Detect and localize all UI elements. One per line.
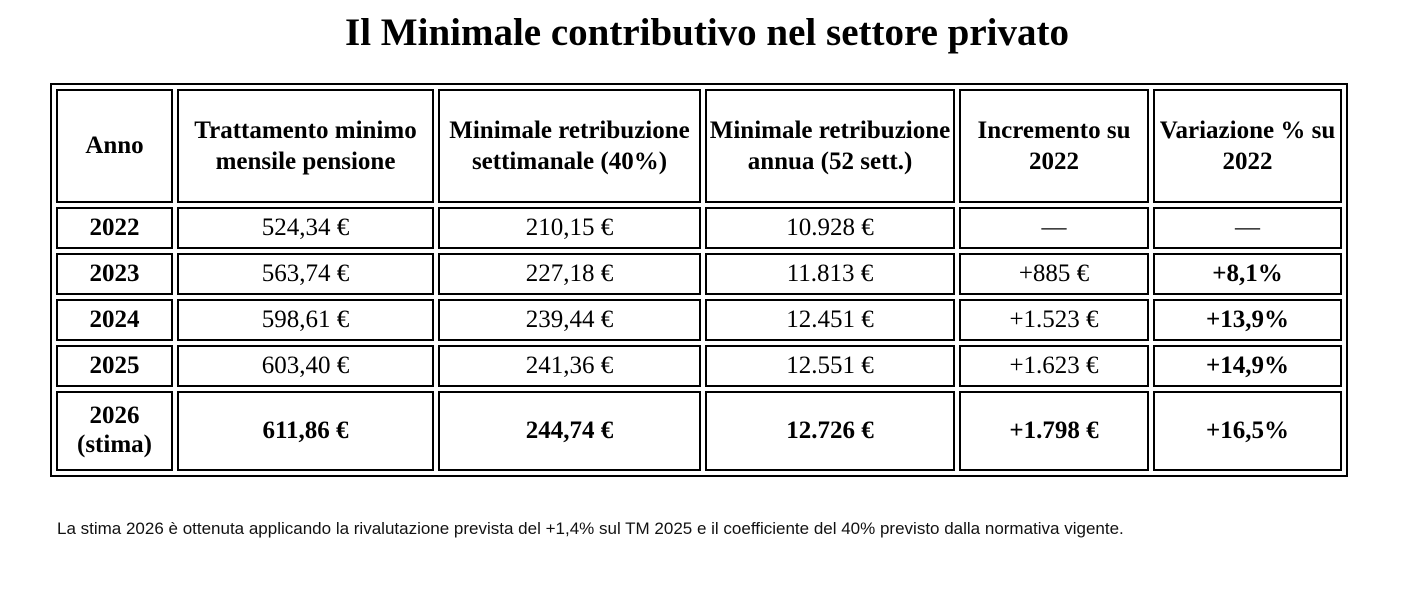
table-row: 2022 524,34 €210,15 €10.928 € — — bbox=[56, 207, 1342, 249]
cell-variazione: +16,5% bbox=[1153, 391, 1342, 471]
footnote-text: La stima 2026 è ottenuta applicando la r… bbox=[57, 519, 1124, 538]
cell-annua: 12.451 € bbox=[705, 299, 955, 341]
minimale-contributivo-table: Anno Trattamento minimo mensile pensione M… bbox=[50, 83, 1348, 477]
cell-anno: 2022 bbox=[56, 207, 173, 249]
column-header-incremento: Incremento su 2022 bbox=[959, 89, 1149, 203]
cell-variazione: +14,9% bbox=[1153, 345, 1342, 387]
cell-sett: 227,18 € bbox=[438, 253, 701, 295]
table-row: 2024 598,61 €239,44 €12.451 € +1.523 € +13,… bbox=[56, 299, 1342, 341]
cell-annua: 12.551 € bbox=[705, 345, 955, 387]
page-title: Il Minimale contributivo nel settore pri… bbox=[345, 11, 1069, 54]
cell-incremento: +1.523 € bbox=[959, 299, 1149, 341]
cell-variazione: +8,1% bbox=[1153, 253, 1342, 295]
column-header-variazione: Variazione % su 2022 bbox=[1153, 89, 1342, 203]
cell-incremento: +1.623 € bbox=[959, 345, 1149, 387]
cell-anno: 2023 bbox=[56, 253, 173, 295]
column-header-tm: Trattamento minimo mensile pensione bbox=[177, 89, 434, 203]
cell-sett: 241,36 € bbox=[438, 345, 701, 387]
cell-tm: 611,86 € bbox=[177, 391, 434, 471]
cell-anno: 2025 bbox=[56, 345, 173, 387]
cell-incremento: +885 € bbox=[959, 253, 1149, 295]
table-row: 2025 603,40 €241,36 €12.551 € +1.623 € +14,… bbox=[56, 345, 1342, 387]
cell-annua: 12.726 € bbox=[705, 391, 955, 471]
table-row: 2023 563,74 €227,18 €11.813 € +885 € +8,1% bbox=[56, 253, 1342, 295]
cell-incremento: +1.798 € bbox=[959, 391, 1149, 471]
cell-tm: 524,34 € bbox=[177, 207, 434, 249]
cell-sett: 244,74 € bbox=[438, 391, 701, 471]
cell-tm: 598,61 € bbox=[177, 299, 434, 341]
cell-annua: 10.928 € bbox=[705, 207, 955, 249]
cell-incremento: — bbox=[959, 207, 1149, 249]
table-body: 2022 524,34 €210,15 €10.928 € — —2023 563,74… bbox=[56, 207, 1342, 471]
cell-variazione: +13,9% bbox=[1153, 299, 1342, 341]
cell-anno: 2024 bbox=[56, 299, 173, 341]
cell-sett: 239,44 € bbox=[438, 299, 701, 341]
column-header-sett: Minimale retribuzione settimanale (40%) bbox=[438, 89, 701, 203]
header-row: Anno Trattamento minimo mensile pensione M… bbox=[56, 89, 1342, 203]
cell-variazione: — bbox=[1153, 207, 1342, 249]
cell-tm: 603,40 € bbox=[177, 345, 434, 387]
column-header-annua: Minimale retribuzione annua (52 sett.) bbox=[705, 89, 955, 203]
table-row: 2026 (stima) 611,86 €244,74 €12.726 € +1.7… bbox=[56, 391, 1342, 471]
cell-anno: 2026 (stima) bbox=[56, 391, 173, 471]
cell-tm: 563,74 € bbox=[177, 253, 434, 295]
cell-sett: 210,15 € bbox=[438, 207, 701, 249]
column-header-anno: Anno bbox=[56, 89, 173, 203]
cell-annua: 11.813 € bbox=[705, 253, 955, 295]
